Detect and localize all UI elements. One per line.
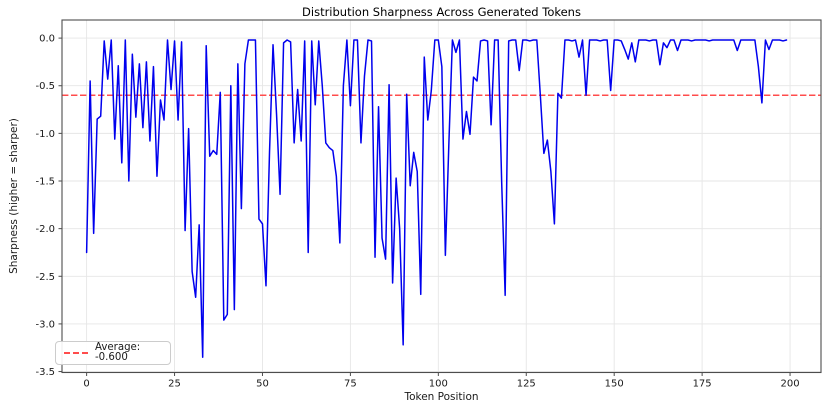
y-tick-label: -1.0 bbox=[35, 129, 55, 140]
y-tick-label: -3.0 bbox=[35, 319, 55, 330]
x-tick-label: 75 bbox=[344, 379, 357, 390]
x-tick-label: 150 bbox=[605, 379, 624, 390]
legend-label: Average: -0.600 bbox=[94, 341, 141, 363]
x-tick-label: 0 bbox=[83, 379, 89, 390]
y-axis-label: Sharpness (higher = sharper) bbox=[8, 118, 20, 274]
sharpness-series-line bbox=[85, 39, 788, 359]
y-tick-label: -2.5 bbox=[35, 272, 55, 283]
x-tick-label: 175 bbox=[693, 379, 712, 390]
y-tick-label: 0.0 bbox=[39, 34, 55, 45]
axes-spines bbox=[61, 19, 822, 374]
x-axis-label: Token Position bbox=[404, 391, 479, 403]
x-tick-label: 100 bbox=[429, 379, 448, 390]
average-line-legend-swatch bbox=[64, 352, 88, 354]
x-tick-label: 200 bbox=[781, 379, 800, 390]
x-tick-label: 125 bbox=[517, 379, 536, 390]
y-tick-label: -1.5 bbox=[35, 177, 55, 188]
y-tick-label: -0.5 bbox=[35, 81, 55, 92]
chart-title: Distribution Sharpness Across Generated … bbox=[302, 5, 581, 19]
y-tick-label: -3.5 bbox=[35, 367, 55, 378]
x-tick-label: 25 bbox=[168, 379, 181, 390]
y-tick-label: -2.0 bbox=[35, 224, 55, 235]
legend-box: Average: -0.600 bbox=[55, 341, 171, 365]
x-tick-label: 50 bbox=[256, 379, 269, 390]
